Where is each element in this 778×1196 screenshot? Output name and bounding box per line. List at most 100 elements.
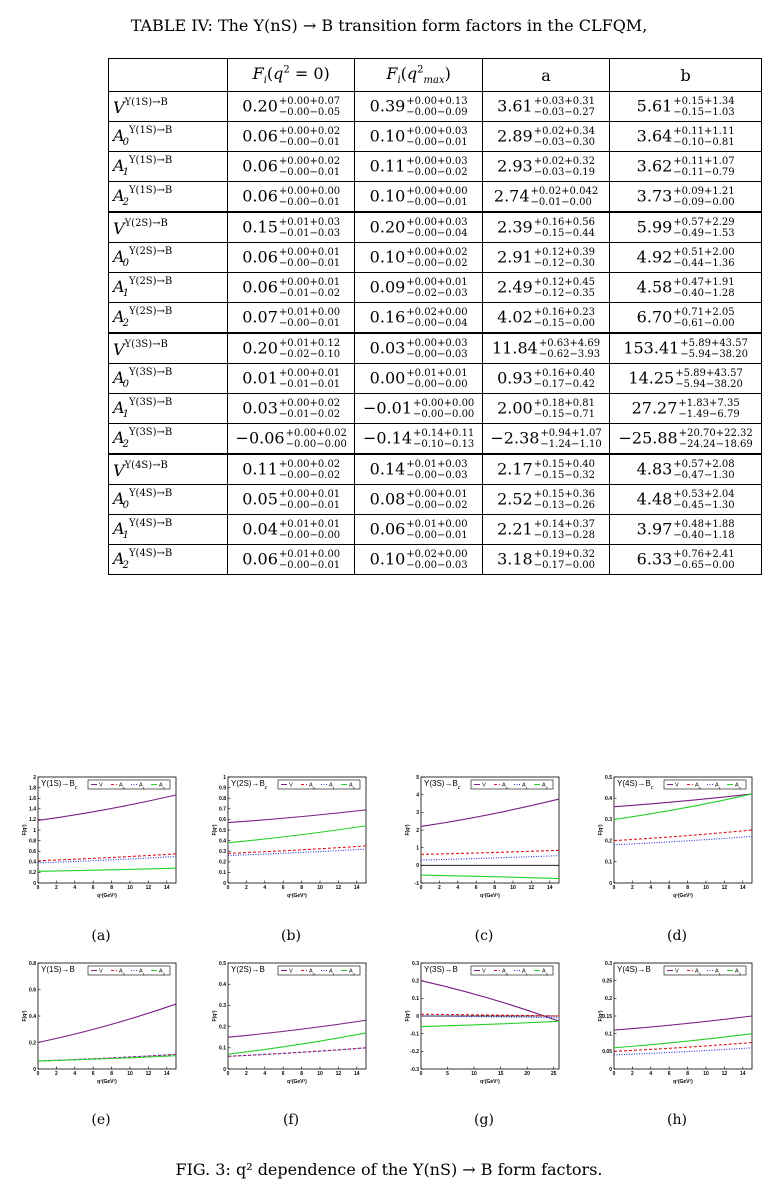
plot-frame bbox=[37, 776, 177, 884]
y-tick-label: 4 bbox=[416, 792, 419, 798]
series-line-v bbox=[613, 793, 753, 808]
legend-label: V bbox=[675, 783, 679, 789]
series-line-a1 bbox=[37, 855, 177, 864]
table-row: VΥ(4S)→B 0.11 +0.00+0.02 −0.00−0.02 0.14 +0.0… bbox=[108, 453, 762, 485]
table-cell: 0.06 +0.00+0.02 −0.00−0.01 bbox=[226, 151, 356, 182]
table-row: VΥ(1S)→B 0.20 +0.00+0.07 −0.00−0.05 0.39 +0.0… bbox=[108, 91, 762, 122]
cell-central-value: 0.06 bbox=[242, 549, 278, 568]
legend-box bbox=[663, 779, 747, 790]
plot-svg: 0 2 4 6 8 10 12 14 0 0.2 0.4 0.6 0.8 q²(GeV²) F(q²) Y(1… bbox=[22, 961, 177, 1085]
cell-central-value: 3.61 bbox=[497, 96, 533, 115]
x-tick-label: 6 bbox=[282, 1071, 285, 1077]
x-tick-label: 10 bbox=[317, 1071, 323, 1077]
series-line-a2 bbox=[227, 825, 367, 844]
table-row: A0Υ(2S)→B 0.06 +0.00+0.01 −0.00−0.01 0.10 +0.… bbox=[108, 242, 762, 273]
table-cell: 0.20 +0.01+0.12 −0.02−0.10 bbox=[226, 332, 356, 364]
series-line-a2 bbox=[420, 1020, 560, 1028]
legend-label: A1 bbox=[329, 969, 336, 977]
y-tick-label: 0.3 bbox=[605, 817, 612, 823]
y-tick-label: 1.4 bbox=[29, 807, 36, 813]
cell-uncertainties: +0.00+0.01 −0.01−0.01 bbox=[278, 367, 341, 390]
plot-svg: 0 2 4 6 8 10 12 14 0 0.2 0.4 0.6 0.8 1 1.2 1.4 1.6 1.8 2 q²… bbox=[22, 775, 177, 899]
x-tick-label: 10 bbox=[127, 1071, 133, 1077]
cell-uncertainties: +0.15+1.34 −0.15−1.03 bbox=[673, 95, 735, 118]
x-tick-label: 8 bbox=[110, 885, 113, 891]
row-label: A0Υ(3S)→B bbox=[108, 363, 228, 394]
x-tick-label: 5 bbox=[446, 1071, 449, 1077]
table-row: VΥ(3S)→B 0.20 +0.01+0.12 −0.02−0.10 0.03 +0.0… bbox=[108, 332, 762, 364]
cell-uncertainties: +0.71+2.05 −0.61−0.00 bbox=[673, 306, 735, 329]
legend-label: A0 bbox=[695, 783, 702, 791]
table-cell: 0.03 +0.00+0.02 −0.01−0.02 bbox=[226, 393, 356, 424]
x-tick-label: 20 bbox=[524, 1071, 530, 1077]
y-tick-label: 0.2 bbox=[29, 1040, 36, 1046]
table-cell: 3.18 +0.19+0.32 −0.17−0.00 bbox=[481, 544, 611, 575]
cell-central-value: 4.58 bbox=[636, 277, 673, 296]
cell-uncertainties: +0.11+1.11 −0.10−0.81 bbox=[673, 125, 735, 148]
legend-box bbox=[87, 779, 171, 790]
y-tick-label: 0.5 bbox=[219, 828, 226, 834]
cell-central-value: 0.11 bbox=[369, 156, 406, 175]
plot-svg: 0 2 4 6 8 10 12 14 0 0.1 0.2 0.3 0.4 0.5 q²(GeV²) F(q²)… bbox=[212, 961, 367, 1085]
series-line-a1 bbox=[420, 855, 560, 861]
cell-central-value: 0.09 bbox=[369, 277, 406, 296]
x-tick-label: 12 bbox=[722, 1071, 728, 1077]
x-tick-label: 0 bbox=[420, 885, 423, 891]
cell-uncertainties: +0.16+0.23 −0.15−0.00 bbox=[533, 306, 596, 329]
cell-central-value: 0.15 bbox=[242, 217, 278, 236]
x-tick-label: 6 bbox=[475, 885, 478, 891]
table-cell: −2.38 +0.94+1.07 −1.24−1.10 bbox=[481, 423, 611, 455]
legend-label: A0 bbox=[502, 783, 509, 791]
cell-uncertainties: +0.00+0.03 −0.00−0.04 bbox=[406, 216, 468, 239]
legend-label: A1 bbox=[139, 969, 146, 977]
plot-title: Y(4S)→Bc bbox=[617, 779, 654, 791]
cell-uncertainties: +0.02+0.042 −0.01−0.00 bbox=[530, 185, 599, 208]
y-tick-label: 3 bbox=[416, 810, 419, 816]
cell-uncertainties: +0.15+0.36 −0.13−0.26 bbox=[533, 488, 596, 511]
x-tick-label: 8 bbox=[300, 1071, 303, 1077]
y-tick-label: 1.2 bbox=[29, 817, 36, 823]
legend-label: A1 bbox=[715, 969, 722, 977]
y-axis-label: F(q²) bbox=[22, 1010, 28, 1021]
cell-uncertainties: +0.00+0.01 −0.00−0.01 bbox=[278, 488, 341, 511]
plot-frame bbox=[227, 962, 367, 1070]
legend-label: A2 bbox=[542, 783, 549, 791]
table-cell: 153.41 +5.89+43.57 −5.94−38.20 bbox=[609, 332, 762, 364]
cell-uncertainties: +0.16+0.56 −0.15−0.44 bbox=[533, 216, 596, 239]
cell-central-value: 0.11 bbox=[242, 459, 278, 478]
x-tick-label: 14 bbox=[740, 885, 746, 891]
y-tick-label: 0 bbox=[416, 863, 419, 869]
y-tick-label: 0.2 bbox=[29, 870, 36, 876]
legend-box bbox=[277, 779, 361, 790]
row-label: VΥ(1S)→B bbox=[108, 91, 228, 122]
x-tick-label: 12 bbox=[336, 1071, 342, 1077]
cell-central-value: 2.89 bbox=[497, 126, 533, 145]
x-tick-label: 4 bbox=[73, 885, 76, 891]
table-cell: 0.09 +0.00+0.01 −0.02−0.03 bbox=[354, 272, 483, 303]
y-tick-label: 0 bbox=[33, 881, 36, 887]
table-cell: 0.05 +0.00+0.01 −0.00−0.01 bbox=[226, 484, 356, 515]
plot-frame bbox=[420, 776, 560, 884]
x-tick-label: 14 bbox=[354, 885, 360, 891]
y-tick-label: 0.3 bbox=[605, 961, 612, 967]
table-cell: 0.06 +0.00+0.00 −0.00−0.01 bbox=[226, 181, 356, 213]
cell-uncertainties: +0.00+0.01 −0.01−0.02 bbox=[278, 276, 341, 299]
x-tick-label: 0 bbox=[227, 885, 230, 891]
y-tick-label: 5 bbox=[416, 775, 419, 781]
cell-central-value: 0.06 bbox=[242, 126, 278, 145]
legend-label: A2 bbox=[542, 969, 549, 977]
plot-frame bbox=[37, 962, 177, 1070]
cell-uncertainties: +0.47+1.91 −0.40−1.28 bbox=[673, 276, 735, 299]
form-factor-plot: 0 2 4 6 8 10 12 14 0 0.1 0.2 0.3 0.4 0.5 q²(GeV²) F(q²)… bbox=[598, 772, 778, 920]
cell-central-value: 0.93 bbox=[497, 368, 533, 387]
series-line-a2 bbox=[37, 1055, 177, 1062]
cell-uncertainties: +0.14+0.37 −0.13−0.28 bbox=[533, 518, 596, 541]
y-axis-label: F(q²) bbox=[405, 1010, 411, 1021]
header-a: a bbox=[481, 58, 611, 92]
series-line-a1 bbox=[613, 835, 753, 846]
y-tick-label: -0.3 bbox=[410, 1067, 419, 1073]
x-tick-label: 6 bbox=[92, 885, 95, 891]
table-row: A2Υ(2S)→B 0.07 +0.01+0.00 −0.00−0.01 0.16 +0.… bbox=[108, 302, 762, 334]
series-line-a0 bbox=[613, 829, 753, 842]
cell-central-value: 4.48 bbox=[636, 489, 673, 508]
